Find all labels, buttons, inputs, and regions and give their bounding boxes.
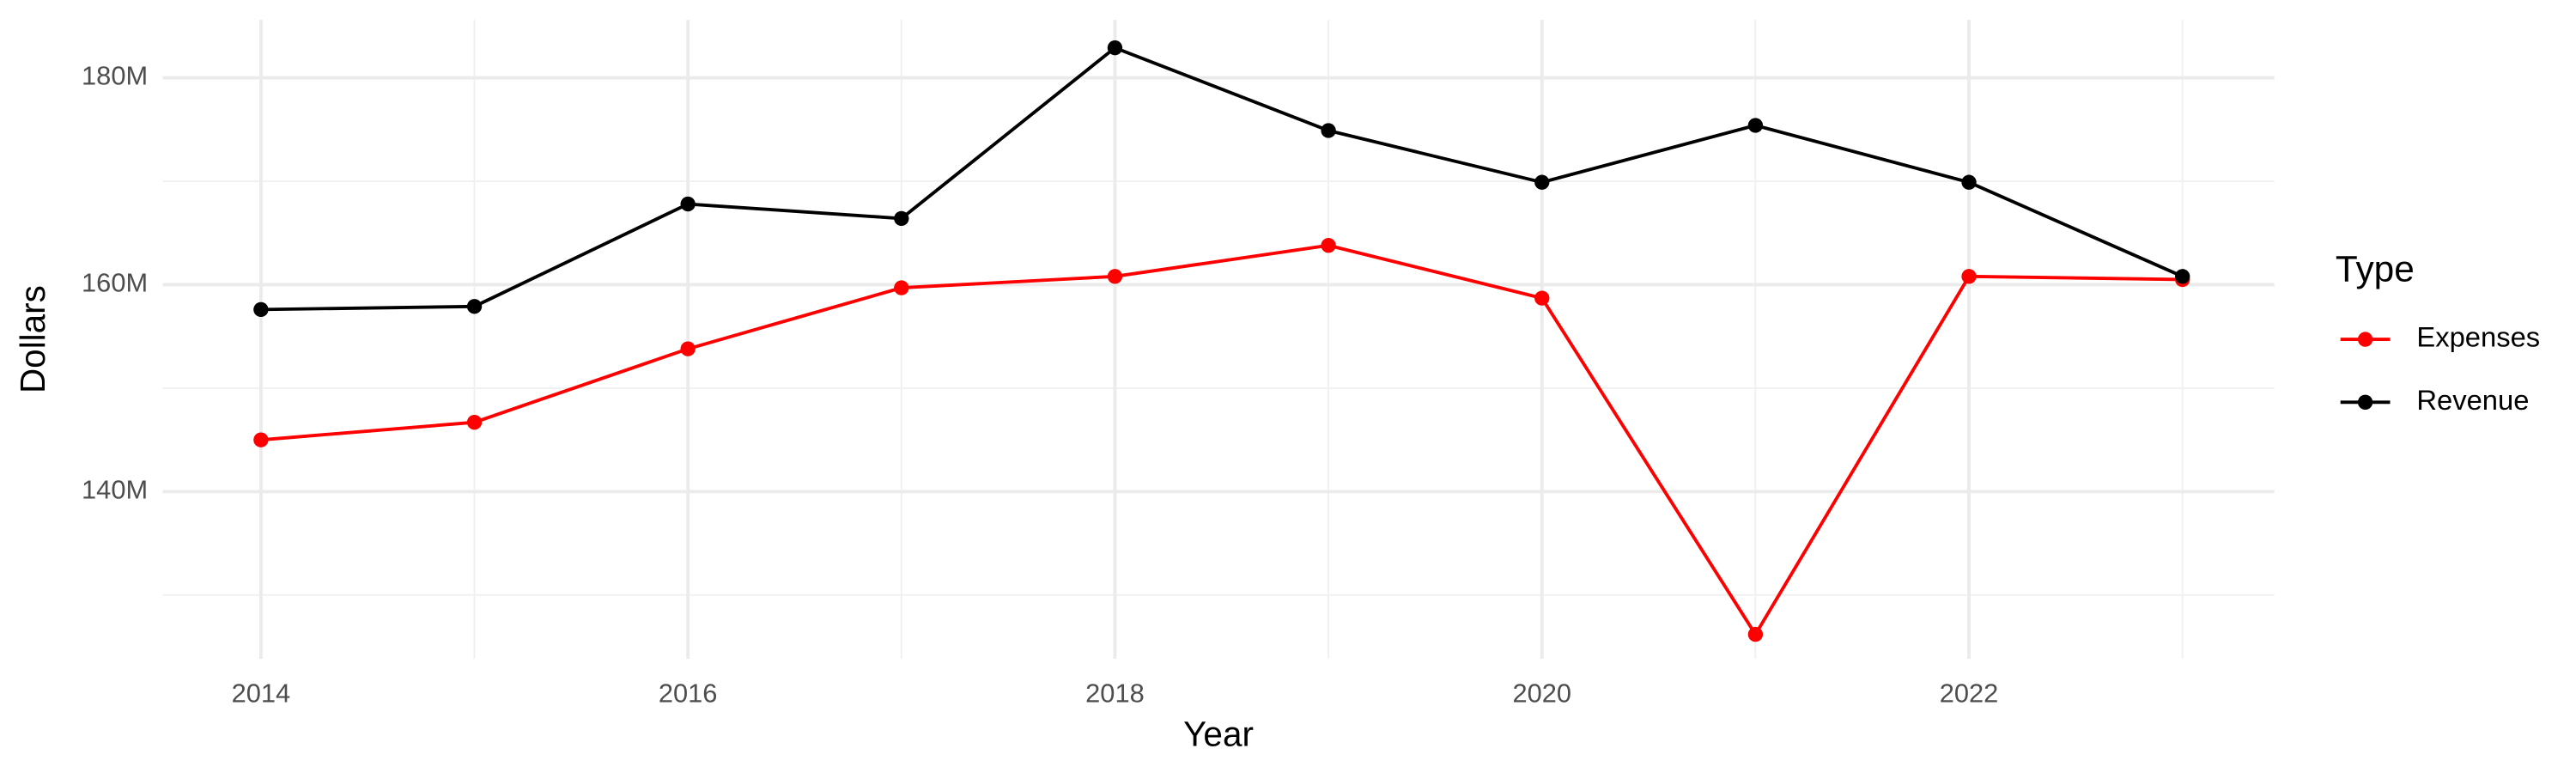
legend-key-point: [2357, 332, 2373, 347]
legend-label: Expenses: [2416, 321, 2540, 353]
data-point: [894, 280, 909, 295]
y-axis-title: Dollars: [13, 285, 52, 393]
data-point: [680, 341, 696, 356]
y-tick-label: 180M: [82, 61, 148, 91]
data-point: [1534, 174, 1550, 190]
x-tick-label: 2016: [659, 679, 718, 709]
x-tick-label: 2018: [1085, 679, 1145, 709]
x-tick-label: 2020: [1512, 679, 1571, 709]
data-point: [1961, 174, 1977, 190]
data-point: [1961, 269, 1977, 284]
data-point: [466, 415, 483, 430]
data-point: [894, 210, 909, 227]
data-point: [1321, 123, 1336, 138]
x-tick-label: 2022: [1940, 679, 1999, 709]
series-line: [260, 46, 2184, 312]
y-tick-label: 140M: [82, 475, 148, 505]
legend-title: Type: [2336, 248, 2415, 289]
data-point: [253, 432, 269, 447]
data-point: [680, 196, 696, 212]
data-point: [1747, 626, 1764, 642]
legend-key-point: [2357, 394, 2373, 410]
series-line: [260, 243, 2183, 638]
data-point: [1747, 118, 1764, 133]
x-axis-title: Year: [1183, 714, 1254, 753]
x-tick-label: 2014: [232, 679, 291, 709]
data-point: [253, 301, 269, 318]
data-point: [1321, 238, 1336, 253]
y-tick-label: 160M: [82, 268, 148, 298]
data-point: [2175, 269, 2190, 284]
data-point: [1534, 290, 1550, 306]
data-point: [1107, 40, 1123, 56]
legend-label: Revenue: [2416, 384, 2529, 416]
data-point: [466, 299, 483, 314]
data-point: [1107, 269, 1123, 284]
